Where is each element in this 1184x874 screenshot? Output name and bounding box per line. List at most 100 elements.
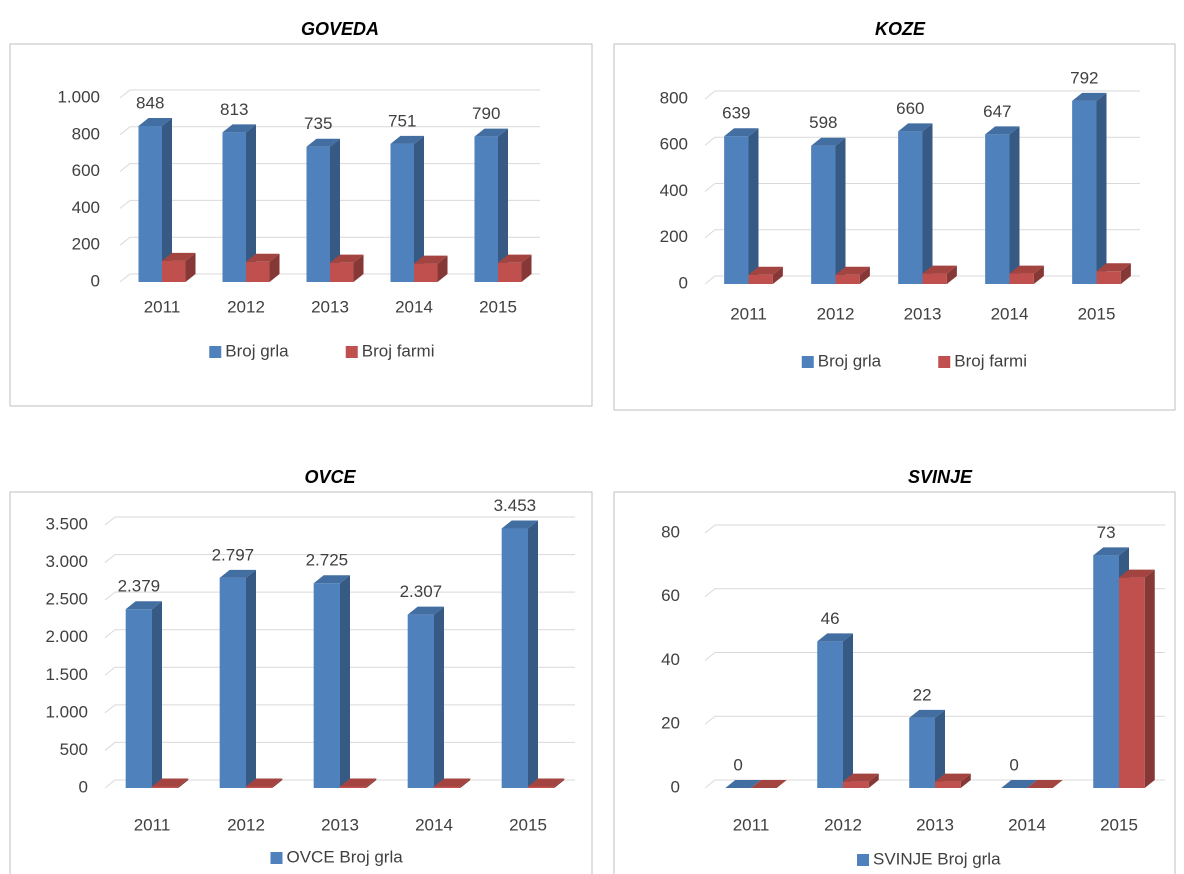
y-tick-label: 400: [660, 181, 688, 200]
bar: [725, 780, 761, 788]
bar-top: [1027, 780, 1063, 788]
bar-front: [909, 717, 935, 788]
bar: [414, 255, 448, 282]
data-label: 660: [896, 99, 924, 118]
x-tick-label: 2011: [730, 304, 767, 323]
bar-front: [811, 145, 836, 284]
bar-top: [1093, 547, 1129, 556]
bar-front: [1009, 273, 1034, 284]
legend-swatch: [857, 854, 869, 866]
y-tick-label: 1.000: [45, 702, 88, 721]
bar: [222, 124, 256, 283]
y-tick-label: 1.500: [45, 665, 88, 684]
bar-front: [1119, 577, 1145, 788]
bar: [1027, 780, 1063, 788]
legend-swatch: [345, 346, 358, 358]
bar-top: [909, 709, 945, 718]
bar: [724, 128, 759, 284]
bar-top: [313, 575, 350, 584]
y-tick-label: 60: [661, 586, 680, 605]
bar-side: [1096, 92, 1107, 284]
bar-top: [1072, 92, 1107, 101]
bar-top: [985, 126, 1020, 135]
y-tick-label: 0: [79, 777, 88, 796]
bar-front: [985, 134, 1010, 284]
bar-top: [306, 138, 340, 147]
data-label: 3.453: [494, 496, 537, 515]
data-label: 790: [472, 104, 500, 123]
grid-line: [704, 90, 1140, 100]
x-tick-label: 2013: [916, 815, 954, 834]
x-tick-label: 2014: [991, 304, 1029, 323]
bar-front: [898, 131, 923, 284]
bar-side: [414, 135, 424, 282]
bar-side: [269, 253, 280, 282]
bar-top: [330, 254, 364, 263]
legend-label: SVINJE Broj grla: [873, 849, 1001, 868]
bar-side: [859, 266, 870, 284]
bar-front: [935, 781, 961, 788]
bar: [748, 266, 783, 284]
bar: [751, 780, 787, 788]
x-tick-label: 2014: [415, 815, 453, 834]
grid-line: [104, 554, 575, 563]
bar-top: [922, 265, 957, 274]
bar-top: [434, 778, 471, 787]
grid-line: [704, 652, 1165, 661]
bar: [985, 126, 1020, 284]
bar-side: [748, 128, 759, 284]
bar-top: [498, 254, 532, 263]
bar-side: [246, 569, 256, 788]
bar: [498, 254, 532, 282]
bar: [125, 601, 162, 788]
bar: [1096, 263, 1131, 284]
bar: [935, 773, 971, 788]
grid-line: [119, 126, 540, 136]
bar-front: [414, 263, 438, 282]
bar-top: [835, 266, 870, 275]
data-label: 46: [821, 609, 840, 628]
bar: [843, 773, 879, 788]
x-tick-label: 2011: [144, 297, 181, 316]
bar: [313, 575, 350, 788]
bar: [306, 138, 340, 282]
bar-front: [390, 143, 414, 282]
data-label: 2.797: [212, 545, 255, 564]
x-tick-label: 2014: [1008, 815, 1046, 834]
bar-side: [835, 137, 846, 284]
bar-side: [366, 778, 377, 788]
data-label: 647: [983, 102, 1011, 121]
bar-front: [306, 146, 330, 282]
bar-top: [724, 128, 759, 137]
x-tick-label: 2014: [395, 297, 433, 316]
x-tick-label: 2015: [1078, 304, 1116, 323]
grid-line: [104, 591, 575, 601]
legend-swatch: [209, 346, 222, 358]
bar: [817, 633, 853, 788]
y-tick-label: 600: [72, 161, 100, 180]
bar-top: [219, 569, 256, 578]
bar-side: [946, 265, 957, 284]
bar: [1009, 265, 1044, 284]
y-tick-label: 200: [660, 227, 688, 246]
y-tick-label: 400: [72, 198, 100, 217]
bar-side: [528, 520, 538, 788]
bar-side: [554, 778, 565, 788]
bar-front: [1096, 271, 1121, 284]
data-label: 0: [733, 755, 742, 774]
bar-front: [1072, 100, 1097, 284]
bar-side: [330, 138, 340, 282]
bar-side: [521, 254, 532, 282]
bar-top: [340, 778, 377, 787]
bar-front: [125, 609, 152, 788]
bar-front: [219, 577, 246, 788]
bar-side: [1120, 263, 1131, 284]
grid-line: [104, 516, 575, 526]
chart-title: KOZE: [875, 19, 926, 39]
bar-front: [1093, 555, 1119, 788]
y-tick-label: 20: [661, 714, 680, 733]
bar-side: [152, 601, 162, 788]
grid-line: [119, 89, 540, 99]
bar-side: [340, 575, 350, 788]
